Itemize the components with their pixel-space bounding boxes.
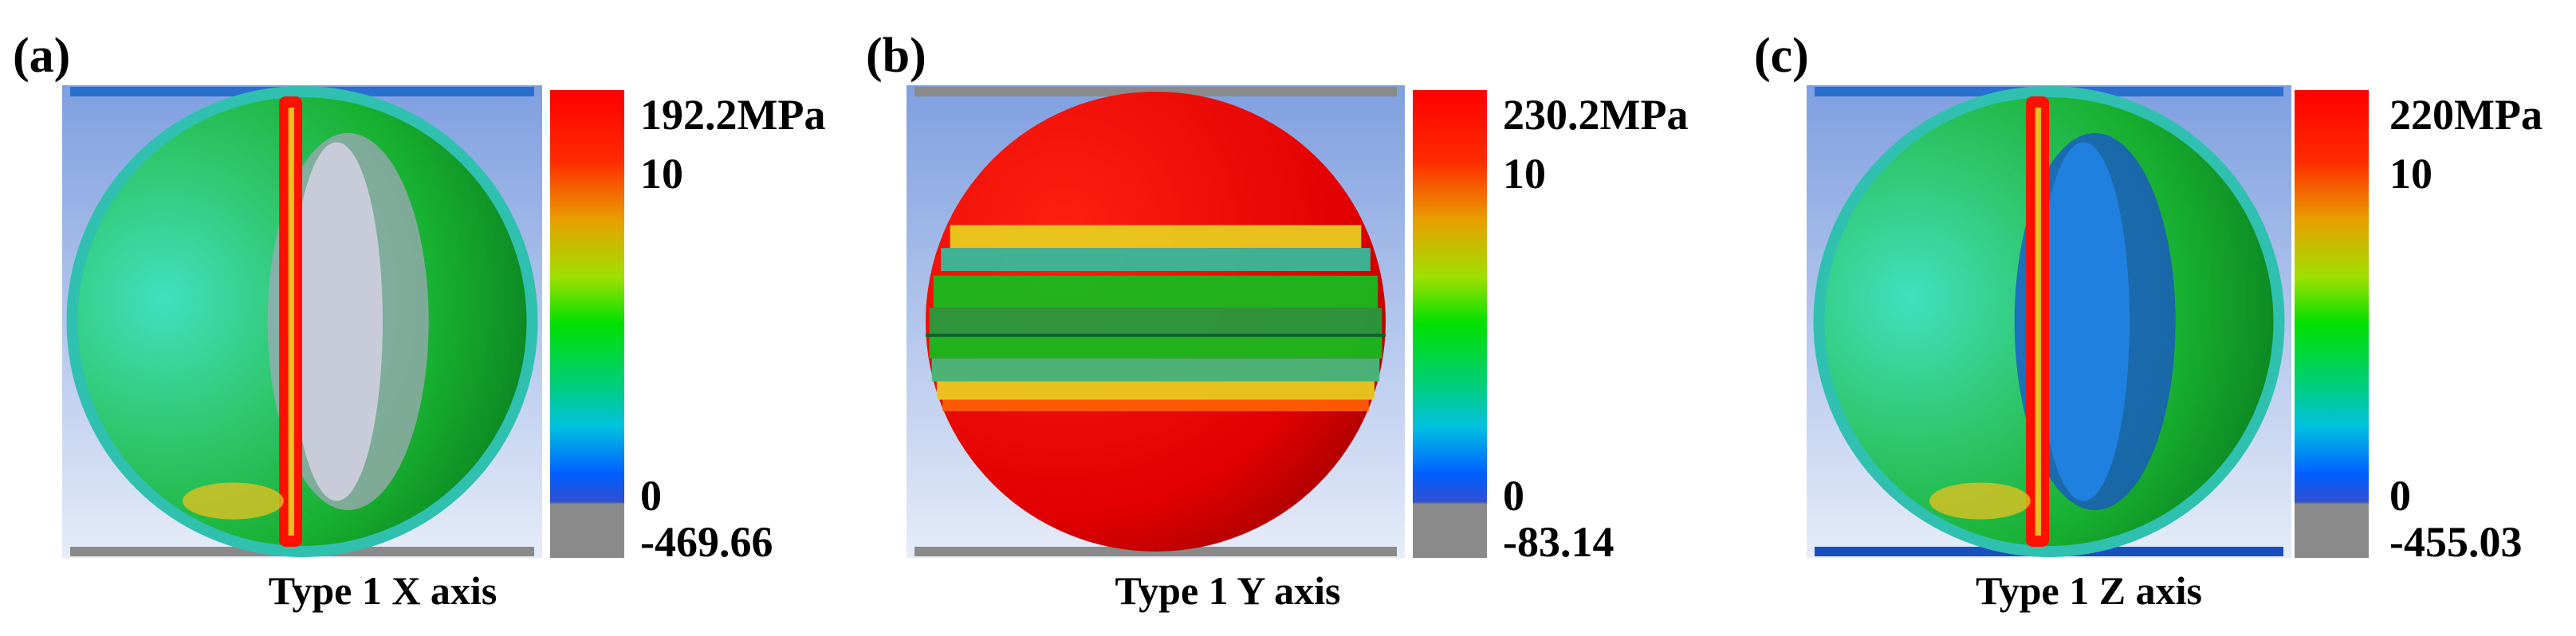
panel-label: (b): [866, 29, 926, 83]
stress-band: [931, 358, 1380, 382]
panel: (b) 230.2MPa 10 0-83.14 Type 1 Y axis: [866, 29, 1688, 613]
legend-zero: 0: [1503, 472, 1524, 520]
caption: Type 1 Y axis: [1115, 568, 1341, 613]
legend-max: 230.2MPa: [1503, 91, 1688, 139]
panel: (c) 220MPa 10 0-455.03 Type 1 Z axis: [1754, 29, 2543, 613]
colorbar: [1413, 90, 1487, 558]
legend-mid: 10: [640, 150, 683, 198]
hot-spot: [1929, 482, 2031, 520]
panel: (a) 192.2MPa 10 0-469.66 Type 1 X axis: [13, 29, 825, 613]
panel-label: (c): [1754, 29, 1809, 83]
stress-band: [936, 381, 1375, 400]
legend-mid: 10: [2389, 150, 2432, 198]
stiffener-edge: [2035, 108, 2041, 536]
legend-min: -455.03: [2389, 518, 2522, 566]
colorbar: [550, 90, 624, 558]
stress-band: [933, 275, 1378, 308]
colorbar: [2295, 90, 2369, 558]
inner-edge: [290, 142, 383, 501]
stiffener-edge: [288, 108, 294, 536]
hot-spot: [182, 482, 284, 520]
legend-min: -83.14: [1503, 518, 1614, 566]
legend-max: 220MPa: [2389, 91, 2543, 139]
legend-min: -469.66: [640, 518, 773, 566]
legend-zero: 0: [2389, 472, 2411, 520]
legend-max: 192.2MPa: [640, 91, 825, 139]
stress-band: [950, 225, 1362, 249]
stress-band: [929, 335, 1382, 359]
inner-edge: [2037, 142, 2130, 501]
stress-band: [941, 248, 1371, 272]
stress-band: [942, 399, 1369, 412]
legend-mid: 10: [1503, 150, 1546, 198]
panel-label: (a): [13, 29, 70, 83]
stress-band: [929, 308, 1382, 336]
caption: Type 1 X axis: [269, 568, 498, 613]
legend-zero: 0: [640, 472, 662, 520]
caption: Type 1 Z axis: [1976, 568, 2202, 613]
